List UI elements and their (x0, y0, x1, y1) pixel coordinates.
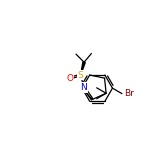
Polygon shape (81, 62, 85, 75)
Text: S: S (78, 71, 83, 80)
Text: O: O (66, 74, 73, 83)
Text: N: N (81, 83, 87, 92)
Text: Br: Br (124, 89, 134, 98)
